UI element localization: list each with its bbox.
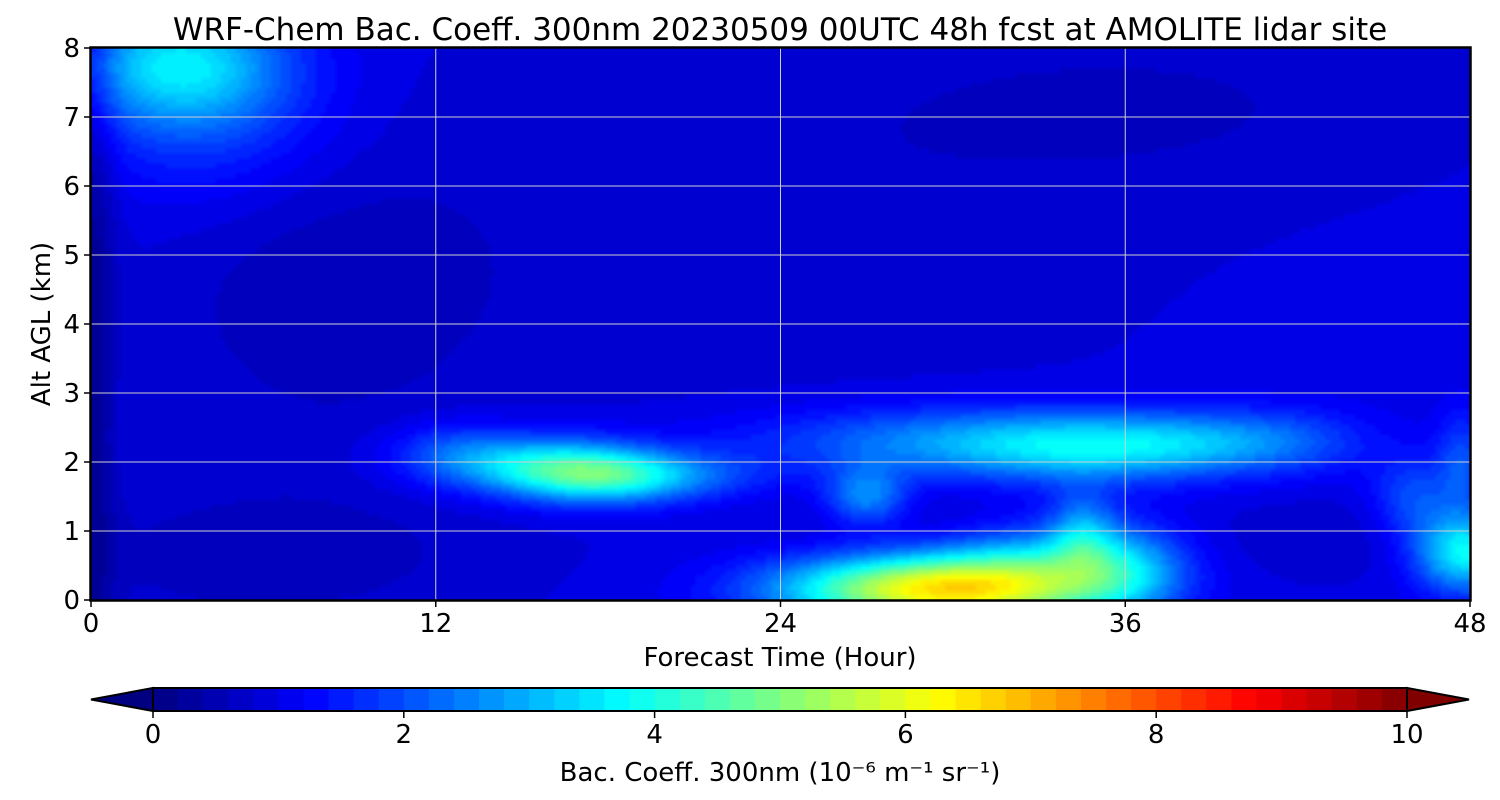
- y-tick-label: 8: [63, 34, 80, 64]
- colorbar-extend-max: [1406, 686, 1470, 713]
- colorbar-cell: [1281, 688, 1308, 711]
- colorbar-cell: [529, 688, 555, 711]
- colorbar-cell: [428, 688, 455, 711]
- colorbar-cell: [1306, 688, 1333, 711]
- colorbar-cell: [479, 688, 505, 711]
- x-axis-label: Forecast Time (Hour): [643, 643, 916, 673]
- x-axis-ticks: 0 12 24 36 48: [83, 600, 1487, 639]
- y-tick-label: 5: [63, 241, 80, 271]
- colorbar-cell: [153, 688, 179, 711]
- colorbar-cell: [1080, 688, 1107, 711]
- colorbar-cell: [1030, 688, 1057, 711]
- colorbar-tick-label: 6: [897, 720, 914, 750]
- colorbar-cell: [353, 688, 380, 711]
- x-tick-label: 36: [1109, 609, 1142, 639]
- colorbar-cell: [378, 688, 405, 711]
- colorbar-cell: [704, 688, 731, 711]
- colorbar-cell: [980, 688, 1007, 711]
- colorbar-frame: [152, 687, 1408, 712]
- y-tick-label: 4: [63, 310, 80, 340]
- y-tick-label: 2: [63, 448, 80, 478]
- colorbar-cell: [228, 688, 254, 711]
- colorbar-cell: [278, 688, 305, 711]
- colorbar-cell: [654, 688, 681, 711]
- y-tick-label: 7: [63, 103, 80, 133]
- colorbar-cell: [629, 688, 656, 711]
- plot-area: [91, 48, 1470, 600]
- grid-lines: [91, 48, 1470, 600]
- colorbar-cell: [253, 688, 279, 711]
- colorbar-tick-label: 2: [396, 720, 413, 750]
- x-tick-label: 12: [419, 609, 452, 639]
- y-tick-label: 3: [63, 379, 80, 409]
- colorbar-cell: [453, 688, 480, 711]
- colorbar-cell: [554, 688, 580, 711]
- colorbar-cell: [604, 688, 631, 711]
- colorbar-cell: [1231, 688, 1258, 711]
- colorbar: 0 2 4 6 8 10: [90, 686, 1470, 750]
- colorbar-cell: [905, 688, 932, 711]
- chart-title: WRF-Chem Bac. Coeff. 300nm 20230509 00UT…: [173, 12, 1387, 48]
- colorbar-cell: [679, 688, 706, 711]
- colorbar-tick-label: 8: [1148, 720, 1165, 750]
- colorbar-cell: [328, 688, 355, 711]
- colorbar-ticks: 0 2 4 6 8 10: [145, 711, 1424, 750]
- colorbar-cell: [830, 688, 856, 711]
- colorbar-cell: [1131, 688, 1157, 711]
- colorbar-cell: [1181, 688, 1207, 711]
- colorbar-cell: [780, 688, 806, 711]
- colorbar-tick-label: 4: [646, 720, 663, 750]
- x-tick-label: 48: [1453, 609, 1486, 639]
- colorbar-tick-label: 0: [145, 720, 162, 750]
- x-tick-label: 0: [83, 609, 100, 639]
- colorbar-cell: [1106, 688, 1132, 711]
- colorbar-cell: [855, 688, 881, 711]
- y-axis-ticks: 0 1 2 3 4 5 6 7 8: [63, 34, 91, 616]
- colorbar-tick-label: 10: [1390, 720, 1423, 750]
- colorbar-cell: [754, 688, 781, 711]
- colorbar-cell: [403, 688, 430, 711]
- colorbar-cell: [1005, 688, 1032, 711]
- colorbar-cell: [504, 688, 530, 711]
- y-axis-label: Alt AGL (km): [27, 242, 57, 406]
- colorbar-cell: [1356, 688, 1383, 711]
- y-tick-label: 0: [63, 586, 80, 616]
- colorbar-extend-min: [90, 686, 154, 713]
- colorbar-cell: [303, 688, 330, 711]
- y-tick-label: 6: [63, 172, 80, 202]
- colorbar-cell: [930, 688, 957, 711]
- colorbar-cell: [880, 688, 906, 711]
- colorbar-cell: [955, 688, 982, 711]
- colorbar-cell: [729, 688, 756, 711]
- colorbar-cell: [1256, 688, 1283, 711]
- colorbar-cell: [1381, 688, 1408, 711]
- colorbar-cell: [1055, 688, 1082, 711]
- colorbar-cell: [203, 688, 229, 711]
- colorbar-cell: [1206, 688, 1233, 711]
- colorbar-cell: [805, 688, 831, 711]
- colorbar-cell: [1156, 688, 1182, 711]
- colorbar-cell: [178, 688, 204, 711]
- colorbar-cell: [579, 688, 606, 711]
- y-tick-label: 1: [63, 517, 80, 547]
- colorbar-label: Bac. Coeff. 300nm (10⁻⁶ m⁻¹ sr⁻¹): [560, 758, 1001, 788]
- colorbar-cell: [1331, 688, 1358, 711]
- x-tick-label: 24: [764, 609, 797, 639]
